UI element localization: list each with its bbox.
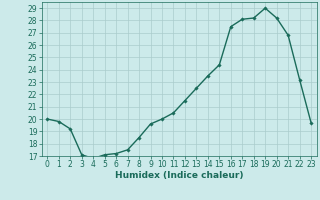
X-axis label: Humidex (Indice chaleur): Humidex (Indice chaleur)	[115, 171, 244, 180]
